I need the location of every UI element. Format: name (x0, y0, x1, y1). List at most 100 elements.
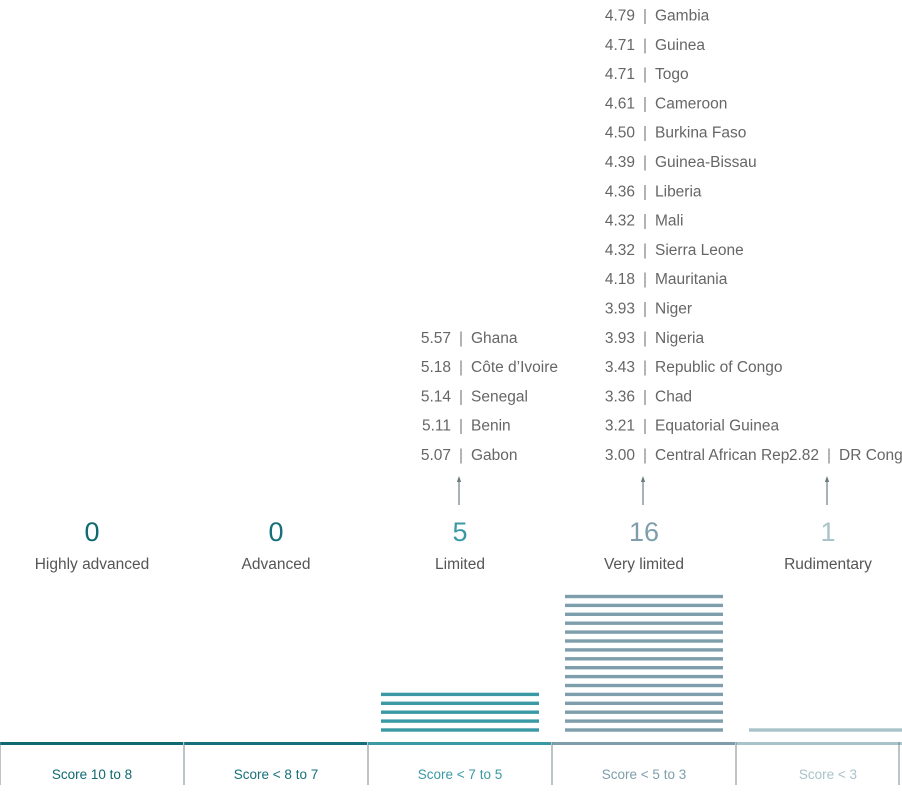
country-name: Gabon (471, 447, 518, 464)
country-name: Gambia (655, 8, 710, 25)
category-count: 16 (629, 517, 659, 547)
country-score: 5.57 (421, 330, 451, 347)
bar-segment (565, 594, 723, 599)
country-name: Togo (655, 66, 689, 83)
bar-segment (565, 719, 723, 723)
separator: | (459, 447, 463, 464)
country-score: 4.71 (605, 66, 635, 83)
bar-segment (565, 666, 723, 670)
country-score: 3.43 (605, 359, 635, 376)
country-score: 4.32 (605, 213, 635, 230)
country-score: 5.07 (421, 447, 451, 464)
separator: | (459, 418, 463, 435)
country-score: 4.36 (605, 183, 635, 200)
axis-segment (552, 742, 735, 745)
axis-segment (184, 742, 367, 745)
separator: | (643, 242, 647, 259)
category-count: 0 (268, 517, 283, 547)
separator: | (643, 183, 647, 200)
country-name: Côte d’Ivoire (471, 359, 558, 376)
connector-arrow (640, 476, 646, 482)
country-score: 2.82 (789, 447, 819, 464)
country-score: 5.11 (422, 418, 451, 435)
country-name: Mauritania (655, 271, 728, 288)
range-label: Score < 5 to 3 (602, 767, 686, 782)
country-name: Burkina Faso (655, 125, 746, 142)
country-score: 3.36 (605, 388, 635, 405)
bar-segment (565, 692, 723, 697)
separator: | (643, 66, 647, 83)
country-name: Liberia (655, 183, 702, 200)
separator: | (643, 330, 647, 347)
country-score: 4.71 (605, 37, 635, 54)
category-count: 5 (452, 517, 467, 547)
country-score: 4.18 (605, 271, 635, 288)
country-name: Guinea-Bissau (655, 154, 757, 171)
separator: | (643, 301, 647, 318)
separator: | (643, 447, 647, 464)
country-score: 4.61 (605, 95, 635, 112)
bar-segment (381, 728, 539, 732)
country-name: Benin (471, 418, 511, 435)
bar-segment (565, 710, 723, 714)
axis-segment (368, 742, 551, 745)
category-label: Limited (435, 556, 485, 573)
country-name: Guinea (655, 37, 705, 54)
bar-segment (381, 701, 539, 705)
country-name: Sierra Leone (655, 242, 744, 259)
bar-segment (565, 621, 723, 625)
bar-segment (381, 710, 539, 714)
country-name: Cameroon (655, 95, 727, 112)
separator: | (643, 388, 647, 405)
country-name: Nigeria (655, 330, 704, 347)
country-name: DR Congo (839, 447, 902, 464)
separator: | (643, 95, 647, 112)
bar-segment (565, 648, 723, 652)
category-label: Rudimentary (784, 556, 872, 573)
category-count: 1 (820, 517, 835, 547)
country-name: Central African Rep. (655, 447, 794, 464)
connector-arrow (456, 476, 462, 482)
country-name: Republic of Congo (655, 359, 783, 376)
country-score: 5.18 (421, 359, 451, 376)
bar-segment (565, 630, 723, 634)
country-name: Mali (655, 213, 683, 230)
country-score: 3.93 (605, 301, 635, 318)
bar-segment (749, 728, 902, 732)
separator: | (459, 330, 463, 347)
axis-segment (0, 742, 183, 745)
bar-segment (381, 719, 539, 723)
separator: | (643, 271, 647, 288)
separator: | (643, 8, 647, 25)
separator: | (643, 213, 647, 230)
separator: | (827, 447, 831, 464)
separator: | (643, 154, 647, 171)
range-label: Score 10 to 8 (52, 767, 132, 782)
separator: | (459, 388, 463, 405)
category-label: Advanced (242, 556, 311, 573)
country-score: 4.39 (605, 154, 635, 171)
country-score: 5.14 (421, 388, 452, 405)
country-name: Chad (655, 388, 692, 405)
bar-segment (565, 603, 723, 608)
category-label: Highly advanced (35, 556, 150, 573)
bar-segment (565, 612, 723, 616)
country-score: 4.50 (605, 125, 636, 142)
country-name: Equatorial Guinea (655, 418, 779, 435)
bar-segment (565, 657, 723, 661)
country-score: 3.00 (605, 447, 636, 464)
country-score: 4.79 (605, 8, 635, 25)
axis-segment (736, 742, 902, 745)
range-label: Score < 8 to 7 (234, 767, 318, 782)
separator: | (643, 37, 647, 54)
separator: | (643, 418, 647, 435)
bar-segment (565, 683, 723, 688)
bar-segment (565, 728, 723, 732)
range-label: Score < 7 to 5 (418, 767, 502, 782)
category-label: Very limited (604, 556, 684, 573)
bar-segment (381, 692, 539, 697)
separator: | (643, 359, 647, 376)
country-score: 4.32 (605, 242, 635, 259)
separator: | (459, 359, 463, 376)
